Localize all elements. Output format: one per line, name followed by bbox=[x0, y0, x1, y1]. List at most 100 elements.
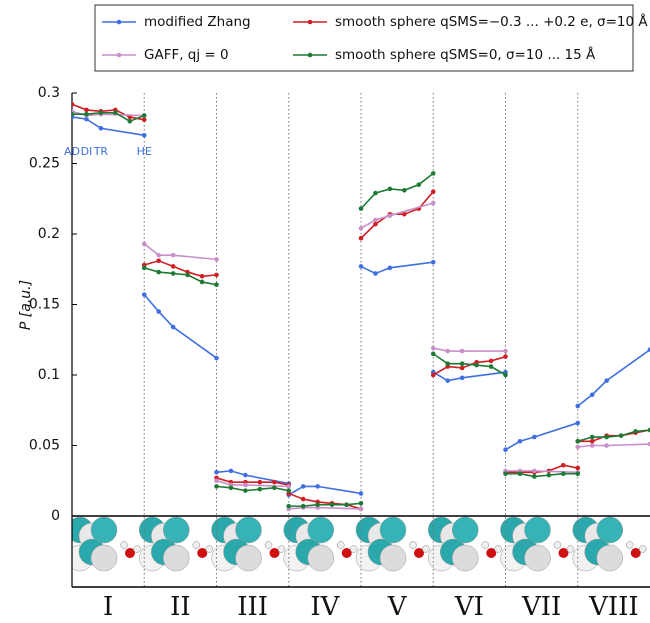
molecule-image bbox=[500, 516, 575, 572]
atom bbox=[452, 516, 479, 544]
data-point bbox=[358, 506, 364, 512]
data-point bbox=[300, 496, 306, 502]
data-point bbox=[214, 478, 219, 484]
atom bbox=[235, 516, 262, 544]
data-point bbox=[170, 324, 176, 330]
water-o bbox=[341, 548, 352, 558]
data-point bbox=[214, 282, 219, 288]
y-tick-label: 0.3 bbox=[38, 85, 60, 101]
data-point bbox=[561, 462, 566, 468]
data-point bbox=[156, 269, 161, 275]
data-point bbox=[604, 378, 609, 383]
data-point bbox=[358, 501, 364, 506]
data-point bbox=[98, 125, 104, 131]
data-point bbox=[257, 479, 263, 485]
data-point bbox=[488, 364, 494, 369]
data-point bbox=[430, 345, 436, 351]
group-label: VI bbox=[454, 592, 484, 622]
data-point bbox=[358, 226, 364, 231]
data-point bbox=[589, 434, 595, 440]
data-point bbox=[84, 111, 89, 117]
point-label: DI bbox=[81, 145, 93, 158]
series-line bbox=[72, 116, 650, 496]
water-o bbox=[630, 548, 641, 558]
data-point bbox=[228, 468, 234, 474]
atom bbox=[596, 516, 623, 544]
legend-label: modified Zhang bbox=[144, 14, 251, 30]
atom bbox=[163, 544, 190, 572]
atom bbox=[379, 516, 407, 544]
data-point bbox=[459, 361, 465, 367]
data-point bbox=[257, 486, 263, 492]
data-point bbox=[445, 361, 451, 367]
data-point bbox=[72, 111, 75, 117]
atom bbox=[163, 516, 190, 544]
plot-area bbox=[72, 101, 650, 512]
water-h bbox=[350, 545, 358, 553]
water-h bbox=[120, 541, 128, 549]
water-h bbox=[639, 545, 647, 553]
water-h bbox=[192, 541, 200, 549]
data-point bbox=[589, 392, 595, 398]
y-tick-label: 0 bbox=[51, 508, 60, 524]
group-label: VII bbox=[521, 592, 561, 622]
water-h bbox=[264, 541, 273, 549]
legend-label: smooth sphere qSMS=0, σ=10 ... 15 Å bbox=[335, 46, 596, 63]
legend-box bbox=[94, 4, 634, 72]
data-point bbox=[575, 438, 581, 444]
data-point bbox=[430, 171, 436, 176]
data-point bbox=[430, 200, 436, 206]
data-point bbox=[156, 252, 161, 258]
data-point bbox=[604, 443, 609, 448]
data-point bbox=[604, 434, 609, 440]
data-point bbox=[286, 503, 292, 509]
data-point bbox=[156, 309, 161, 314]
data-point bbox=[387, 265, 393, 271]
data-point bbox=[141, 292, 147, 297]
y-tick-label: 0.05 bbox=[29, 438, 60, 454]
molecule-image bbox=[355, 516, 430, 572]
data-point bbox=[228, 485, 234, 491]
data-point bbox=[358, 491, 364, 496]
legend-marker bbox=[116, 52, 122, 58]
data-point bbox=[589, 443, 595, 448]
water-h bbox=[566, 545, 575, 553]
water-o bbox=[414, 548, 424, 558]
water-h bbox=[481, 541, 489, 549]
y-tick-label: 0.2 bbox=[38, 226, 60, 242]
water-o bbox=[125, 548, 135, 558]
data-point bbox=[532, 434, 537, 440]
atom bbox=[235, 544, 262, 572]
data-point bbox=[532, 474, 537, 479]
water-h bbox=[422, 545, 430, 553]
molecule-image bbox=[572, 516, 647, 572]
y-tick-label: 0.25 bbox=[29, 156, 60, 172]
data-point bbox=[430, 351, 436, 357]
data-point bbox=[315, 484, 320, 489]
atom bbox=[452, 544, 479, 572]
atom bbox=[90, 516, 118, 544]
group-label: VIII bbox=[588, 592, 639, 622]
data-point bbox=[647, 427, 650, 433]
legend-label: smooth sphere qSMS=−0.3 ... +0.2 e, σ=10… bbox=[335, 13, 648, 30]
data-point bbox=[618, 433, 624, 438]
data-point bbox=[503, 348, 508, 354]
water-h bbox=[409, 541, 417, 549]
data-point bbox=[416, 182, 422, 187]
point-label: AD bbox=[64, 145, 80, 158]
data-point bbox=[286, 488, 292, 493]
data-point bbox=[561, 471, 566, 477]
atom bbox=[524, 516, 551, 544]
data-point bbox=[358, 264, 364, 269]
data-point bbox=[141, 241, 147, 247]
data-point bbox=[575, 471, 581, 477]
molecule-image bbox=[211, 516, 286, 572]
data-point bbox=[517, 438, 523, 444]
data-point bbox=[170, 252, 176, 258]
data-point bbox=[575, 420, 581, 426]
data-point bbox=[141, 265, 147, 271]
data-point bbox=[358, 206, 364, 211]
data-point bbox=[546, 472, 552, 478]
data-point bbox=[633, 429, 638, 434]
